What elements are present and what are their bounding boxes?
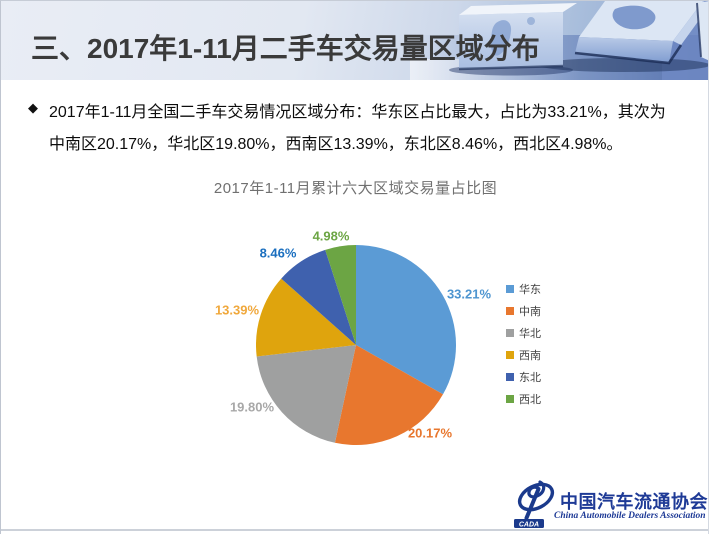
legend-item-zhongnan: 中南 <box>506 300 541 322</box>
legend-swatch-huadong <box>506 285 514 293</box>
legend-swatch-zhongnan <box>506 307 514 315</box>
pie-slice-huadong <box>356 245 456 395</box>
pie-label-huabei: 19.80% <box>229 399 275 415</box>
logo-chinese-name: 中国汽车流通协会 <box>560 492 708 512</box>
slide-header: 三、2017年1-11月二手车交易量区域分布 <box>1 1 708 80</box>
pie-slice-zhongnan <box>334 345 443 445</box>
legend-label-huabei: 华北 <box>519 328 541 340</box>
pie-slice-huabei <box>256 345 356 443</box>
pie-label-dongbei: 8.46% <box>259 245 297 261</box>
pie-chart <box>256 245 456 445</box>
legend-item-dongbei: 东北 <box>506 366 541 388</box>
summary-line-1: 2017年1-11月全国二手车交易情况区域分布：华东区占比最大，占比为33.21… <box>49 104 666 121</box>
pie-slice-xinan <box>256 278 356 357</box>
legend-label-xinan: 西南 <box>519 350 541 362</box>
legend-item-xibei: 西北 <box>506 388 541 410</box>
footer-divider <box>1 529 708 531</box>
header-cubes-decoration-icon <box>410 1 708 80</box>
logo-english-name: China Automobile Dealers Association <box>554 511 706 521</box>
legend-label-dongbei: 东北 <box>519 372 541 384</box>
legend-swatch-xinan <box>506 351 514 359</box>
legend-swatch-huabei <box>506 329 514 337</box>
summary-paragraph: ◆ 2017年1-11月全国二手车交易情况区域分布：华东区占比最大，占比为33.… <box>28 97 690 161</box>
legend-item-huadong: 华东 <box>506 278 541 300</box>
legend-label-huadong: 华东 <box>519 284 541 296</box>
pie-label-zhongnan: 20.17% <box>407 425 453 441</box>
chart-legend: 华东中南华北西南东北西北 <box>506 278 541 410</box>
legend-label-xibei: 西北 <box>519 394 541 406</box>
diamond-bullet-icon: ◆ <box>28 100 38 115</box>
chart-title: 2017年1-11月累计六大区域交易量占比图 <box>213 180 498 197</box>
pie-label-xinan: 13.39% <box>214 302 260 318</box>
cada-abbr-label: CADA <box>519 521 539 528</box>
legend-item-xinan: 西南 <box>506 344 541 366</box>
legend-item-huabei: 华北 <box>506 322 541 344</box>
summary-line-2: 中南区20.17%，华北区19.80%，西南区13.39%，东北区8.46%，西… <box>49 136 623 153</box>
cada-emblem-icon: CADA <box>514 480 555 528</box>
pie-slice-xibei <box>325 245 356 345</box>
pie-slice-dongbei <box>281 249 356 345</box>
legend-label-zhongnan: 中南 <box>519 306 541 318</box>
pie-label-xibei: 4.98% <box>312 228 350 244</box>
legend-swatch-xibei <box>506 395 514 403</box>
pie-label-huadong: 33.21% <box>446 286 492 302</box>
slide-title: 三、2017年1-11月二手车交易量区域分布 <box>31 33 540 64</box>
legend-swatch-dongbei <box>506 373 514 381</box>
